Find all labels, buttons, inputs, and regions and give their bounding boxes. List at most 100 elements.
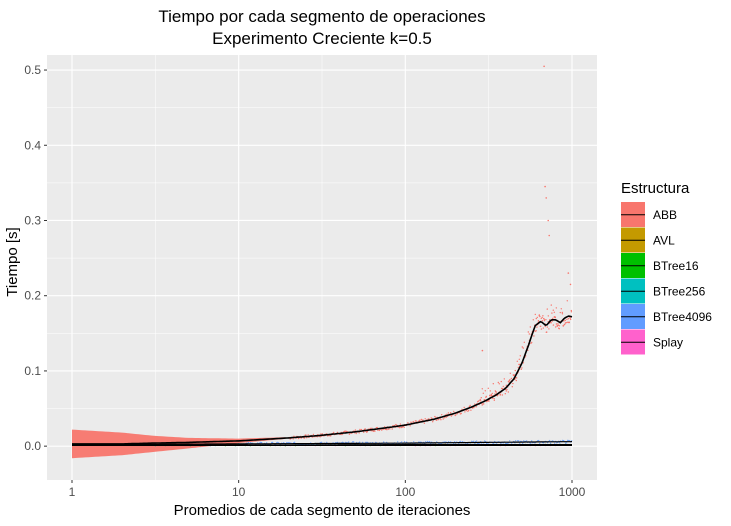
abb-point [509, 372, 511, 374]
btree4096-point [562, 439, 564, 441]
abb-point [364, 428, 366, 430]
abb-point [483, 403, 485, 405]
abb-point [566, 300, 568, 302]
y-axis-title: Tiempo [s] [4, 227, 21, 296]
abb-point [565, 321, 567, 324]
abb-point [499, 393, 501, 395]
btree4096-point [294, 441, 296, 443]
abb-point [547, 315, 549, 317]
abb-point [539, 325, 541, 328]
btree4096-point [401, 441, 403, 443]
legend-label-splay: Splay [653, 335, 683, 349]
btree4096-point [476, 440, 478, 442]
abb-point [320, 433, 322, 435]
btree4096-point [505, 442, 507, 444]
abb-point [440, 419, 442, 421]
abb-point [490, 393, 492, 396]
btree4096-point [353, 441, 355, 443]
abb-point [566, 318, 568, 321]
btree4096-point [436, 441, 438, 443]
y-tick-label: 0.5 [24, 63, 41, 77]
chart-subtitle: Experimento Creciente k=0.5 [212, 29, 432, 48]
abb-point [494, 393, 496, 395]
abb-point [535, 330, 537, 332]
abb-point [292, 438, 294, 440]
abb-point [376, 426, 378, 429]
btree4096-point [515, 440, 517, 442]
btree4096-point [320, 441, 322, 444]
abb-point [366, 430, 369, 433]
abb-point [533, 335, 535, 337]
abb-point [480, 400, 482, 402]
abb-point [548, 328, 550, 330]
y-tick-label: 0.1 [24, 364, 41, 378]
abb-point [381, 429, 383, 431]
abb-point [428, 418, 430, 420]
abb-point [319, 436, 321, 438]
abb-point [369, 427, 372, 430]
abb-point [480, 397, 482, 399]
btree4096-point [365, 441, 367, 443]
abb-point [438, 418, 440, 421]
abb-point [511, 386, 513, 388]
abb-point [555, 326, 557, 328]
abb-point [540, 328, 543, 330]
y-tick-label: 0.3 [24, 213, 41, 227]
btree4096-point [543, 442, 545, 444]
abb-point [555, 323, 558, 325]
abb-point [485, 395, 487, 398]
abb-point [450, 415, 453, 417]
abb-point [363, 431, 365, 433]
abb-point [560, 308, 562, 310]
btree4096-smooth-line [72, 441, 573, 446]
btree4096-point [477, 442, 479, 444]
btree4096-point [484, 440, 486, 442]
btree4096-point [261, 442, 263, 444]
axes: 0.0 0.1 0.2 0.3 0.4 0.5 1 10 100 1000 [24, 63, 585, 499]
abb-point [477, 400, 480, 402]
btree4096-point [397, 441, 399, 443]
abb-point [473, 407, 475, 409]
btree4096-point [286, 442, 288, 444]
abb-point [460, 412, 462, 415]
abb-point [312, 433, 315, 436]
abb-point [403, 426, 405, 428]
abb-point [409, 425, 411, 427]
abb-point [504, 393, 506, 395]
abb-point [442, 418, 444, 420]
btree4096-point [427, 440, 429, 443]
abb-point [493, 399, 495, 401]
btree4096-point [565, 442, 567, 444]
btree4096-point [569, 440, 571, 442]
abb-point [542, 327, 544, 329]
btree4096-point [559, 442, 561, 444]
y-tick-label: 0.0 [24, 439, 41, 453]
abb-point [551, 312, 553, 314]
x-tick-label: 1000 [559, 485, 586, 499]
abb-point [510, 377, 513, 380]
abb-point [447, 412, 450, 414]
abb-point [410, 421, 412, 423]
abb-point [387, 428, 390, 430]
abb-outlier-point [481, 349, 484, 352]
abb-point [529, 326, 531, 328]
btree4096-point [276, 442, 278, 444]
btree4096-point [450, 441, 452, 443]
btree4096-point [478, 443, 480, 445]
abb-point [358, 432, 360, 434]
btree4096-point [271, 441, 273, 444]
abb-point [561, 313, 564, 315]
abb-point [321, 433, 324, 435]
btree4096-point [337, 441, 339, 443]
abb-point [468, 405, 471, 408]
abb-point [536, 326, 538, 328]
btree4096-point [531, 440, 533, 442]
abb-point [306, 437, 308, 439]
abb-point [492, 383, 494, 385]
abb-point [399, 423, 402, 425]
abb-point [513, 374, 515, 376]
abb-point [515, 379, 517, 382]
abb-point [391, 428, 393, 430]
abb-point [505, 390, 507, 392]
btree4096-point [563, 440, 565, 442]
